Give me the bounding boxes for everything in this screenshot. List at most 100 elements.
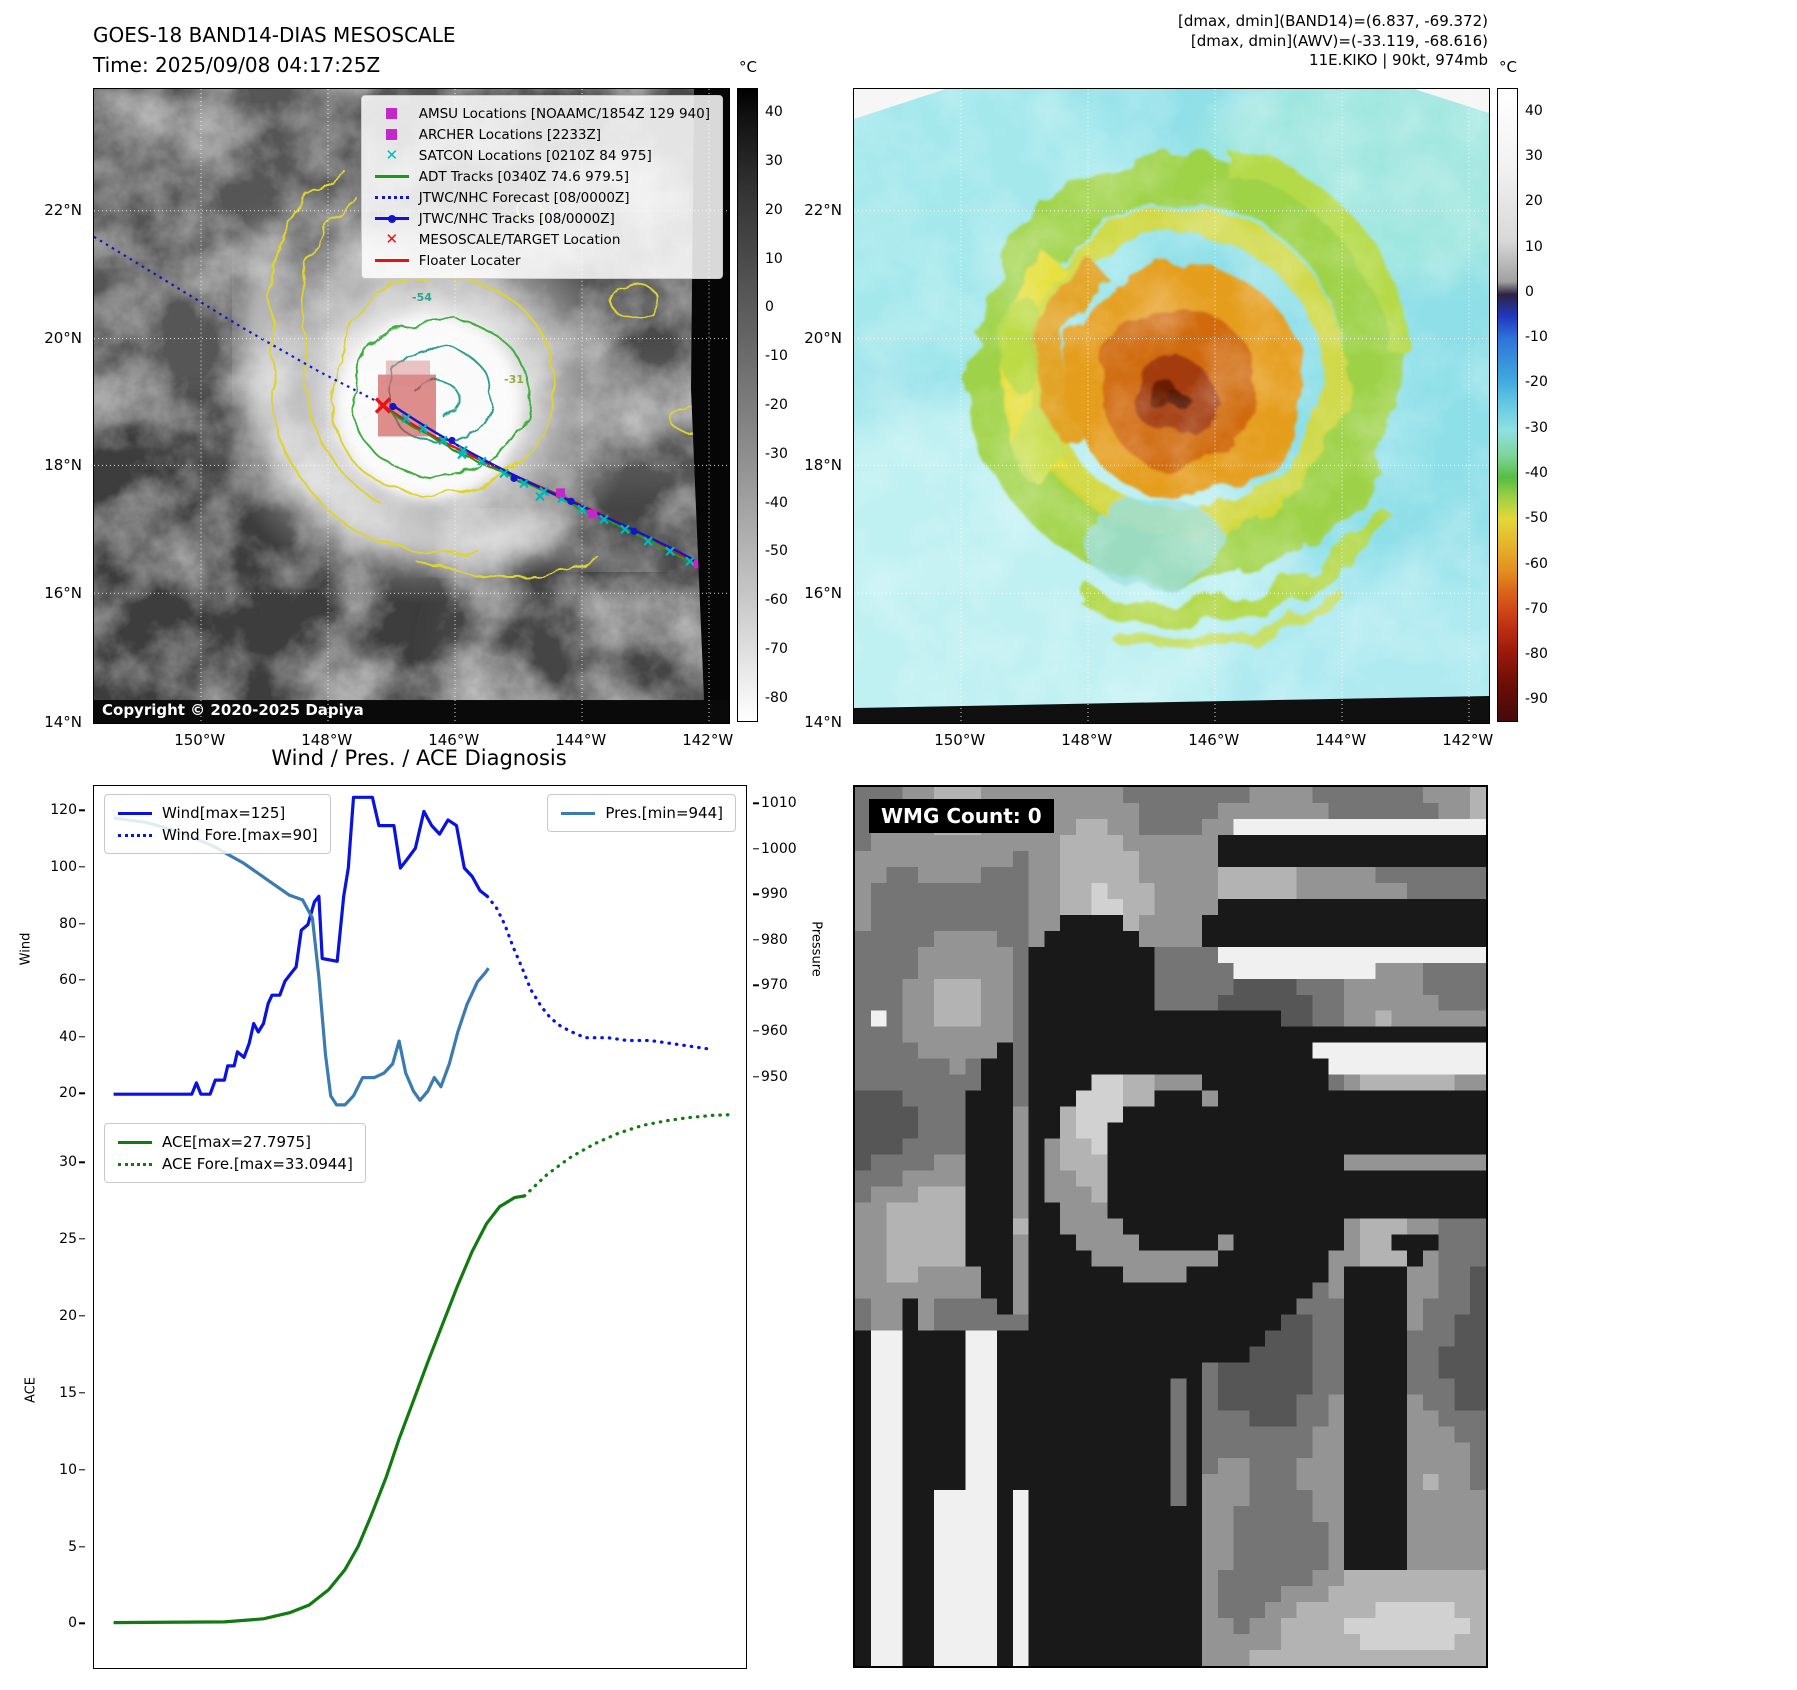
band14-map-panel: AMSU Locations [NOAAMC/1854Z 129 940] ARC…	[93, 88, 730, 724]
awv-header-block: [dmax, dmin](BAND14)=(6.837, -69.372) [d…	[888, 12, 1488, 71]
legend-item: JTWC/NHC Tracks [08/0000Z]	[374, 208, 710, 229]
band14-title-block: GOES-18 BAND14-DIAS MESOSCALE Time: 2025…	[93, 20, 456, 80]
legend-marker-dotted	[117, 833, 153, 837]
lon-tick-label: 150°W	[174, 731, 226, 749]
band14-colorbar	[737, 88, 758, 722]
colorbar-tick-label: -10	[1525, 329, 1548, 346]
legend-item: AMSU Locations [NOAAMC/1854Z 129 940]	[374, 103, 710, 124]
awv-colorbar-gradient	[1498, 89, 1517, 721]
colorbar-tick-label: 40	[765, 104, 783, 121]
legend-marker-line	[374, 175, 410, 178]
pressure-y-axis: 950 960 970 980 990 1000 1010	[753, 785, 799, 1113]
lon-tick-label: 148°W	[301, 731, 353, 749]
axis-tick-label: 950	[761, 1068, 788, 1085]
colorbar-tick-label: -60	[765, 592, 788, 609]
ace-plot	[113, 1113, 732, 1625]
legend-marker-line	[560, 811, 596, 815]
axis-tick-label: 30	[59, 1154, 77, 1171]
no-data-corner	[854, 89, 946, 119]
awv-lon-axis: 150°W 148°W 146°W 144°W 142°W	[853, 727, 1493, 749]
wind-axis-label: Wind	[18, 932, 34, 966]
legend-marker-dotted	[117, 1162, 153, 1166]
axis-tick-label: 990	[761, 886, 788, 903]
pressure-axis-label: Pressure	[808, 921, 824, 977]
colorbar-tick-label: -70	[765, 640, 788, 657]
diagnosis-title: Wind / Pres. / ACE Diagnosis	[271, 746, 567, 770]
wind-y-axis: 20 40 60 80 100 120	[43, 785, 85, 1113]
colorbar-tick-label: -30	[1525, 419, 1548, 436]
legend-marker-x: ✕	[385, 230, 399, 248]
legend-label: JTWC/NHC Tracks [08/0000Z]	[418, 210, 615, 227]
legend-item: ✕ SATCON Locations [0210Z 84 975]	[374, 145, 710, 166]
legend-label: ACE[max=27.7975]	[162, 1133, 311, 1151]
lat-tick-label: 20°N	[44, 328, 82, 347]
legend-label: Pres.[min=944]	[605, 804, 723, 822]
lat-tick-label: 18°N	[804, 456, 842, 475]
dmax-dmin-awv: [dmax, dmin](AWV)=(-33.119, -68.616)	[1190, 31, 1488, 50]
lon-tick-label: 142°W	[1442, 731, 1494, 749]
colorbar-tick-label: 0	[1525, 283, 1534, 300]
legend-item: ✕ MESOSCALE/TARGET Location	[374, 229, 710, 250]
colorbar-tick-label: 40	[1525, 102, 1543, 119]
lon-tick-label: 148°W	[1061, 731, 1113, 749]
lat-tick-label: 16°N	[44, 584, 82, 603]
axis-tick-label: 120	[50, 802, 77, 819]
series-wind-max-125-	[113, 795, 489, 1096]
legend-label: AMSU Locations [NOAAMC/1854Z 129 940]	[418, 105, 710, 122]
lat-tick-label: 22°N	[804, 200, 842, 219]
legend-item: ARCHER Locations [2233Z]	[374, 124, 710, 145]
colorbar-tick-label: -40	[765, 494, 788, 511]
axis-tick-label: 960	[761, 1023, 788, 1039]
colorbar-tick-label: -50	[765, 543, 788, 560]
axis-tick-label: 5	[68, 1538, 77, 1555]
series-ace-fore-max-33-0944-	[522, 1113, 732, 1198]
jtwc-forecast-track	[94, 235, 386, 407]
bottom-black-band	[854, 696, 1489, 723]
legend-marker-line	[117, 811, 153, 815]
axis-tick-label: 40	[59, 1028, 77, 1045]
pressure-legend: Pres.[min=944]	[547, 794, 736, 832]
legend-marker-line	[117, 1140, 153, 1144]
contour-value-label: -31	[504, 373, 524, 386]
wmg-microwave-image	[855, 787, 1486, 1666]
axis-tick-label: 970	[761, 977, 788, 994]
wind-pressure-plot	[113, 795, 711, 1107]
axis-tick-label: 15	[59, 1384, 77, 1401]
axis-tick-label: 80	[59, 915, 77, 932]
axis-tick-label: 10	[59, 1461, 77, 1478]
colorbar-tick-label: 10	[1525, 238, 1543, 255]
legend-item: ACE[max=27.7975]	[117, 1131, 353, 1153]
band14-title: GOES-18 BAND14-DIAS MESOSCALE	[93, 23, 456, 47]
ace-legend: ACE[max=27.7975] ACE Fore.[max=33.0944]	[104, 1123, 366, 1183]
wmg-panel: WMG Count: 0	[853, 785, 1488, 1668]
awv-colorbar-unit: °C	[1499, 58, 1517, 76]
legend-label: ARCHER Locations [2233Z]	[418, 126, 602, 143]
awv-lat-axis: 22°N 20°N 18°N 16°N 14°N	[796, 88, 848, 731]
legend-label: Floater Locater	[418, 252, 521, 269]
lat-tick-label: 18°N	[44, 456, 82, 475]
band14-colorbar-unit: °C	[739, 58, 757, 76]
axis-tick-label: 25	[59, 1231, 77, 1248]
axis-tick-label: 0	[68, 1615, 77, 1632]
legend-label: MESOSCALE/TARGET Location	[418, 231, 621, 248]
ace-axis-label: ACE	[23, 1377, 39, 1403]
lat-tick-label: 14°N	[804, 713, 842, 731]
band14-time: Time: 2025/09/08 04:17:25Z	[93, 53, 381, 77]
axis-tick-label: 20	[59, 1307, 77, 1324]
lon-tick-label: 144°W	[1315, 731, 1367, 749]
lat-tick-label: 16°N	[804, 584, 842, 603]
legend-label: JTWC/NHC Forecast [08/0000Z]	[418, 189, 630, 206]
storm-id-intensity: 11E.KIKO | 90kt, 974mb	[1309, 51, 1488, 69]
legend-item: ACE Fore.[max=33.0944]	[117, 1153, 353, 1175]
colorbar-tick-label: -80	[1525, 646, 1548, 663]
band14-legend: AMSU Locations [NOAAMC/1854Z 129 940] ARC…	[360, 95, 723, 279]
colorbar-tick-label: -10	[765, 348, 788, 365]
legend-marker-line	[374, 259, 410, 262]
wind-pressure-chart: Wind[max=125] Wind Fore.[max=90] Pres.[mi…	[93, 785, 747, 1115]
legend-marker-square	[374, 108, 410, 119]
colorbar-tick-label: -90	[1525, 691, 1548, 708]
colorbar-tick-label: -60	[1525, 555, 1548, 572]
lon-tick-label: 144°W	[555, 731, 607, 749]
legend-item: JTWC/NHC Forecast [08/0000Z]	[374, 187, 710, 208]
